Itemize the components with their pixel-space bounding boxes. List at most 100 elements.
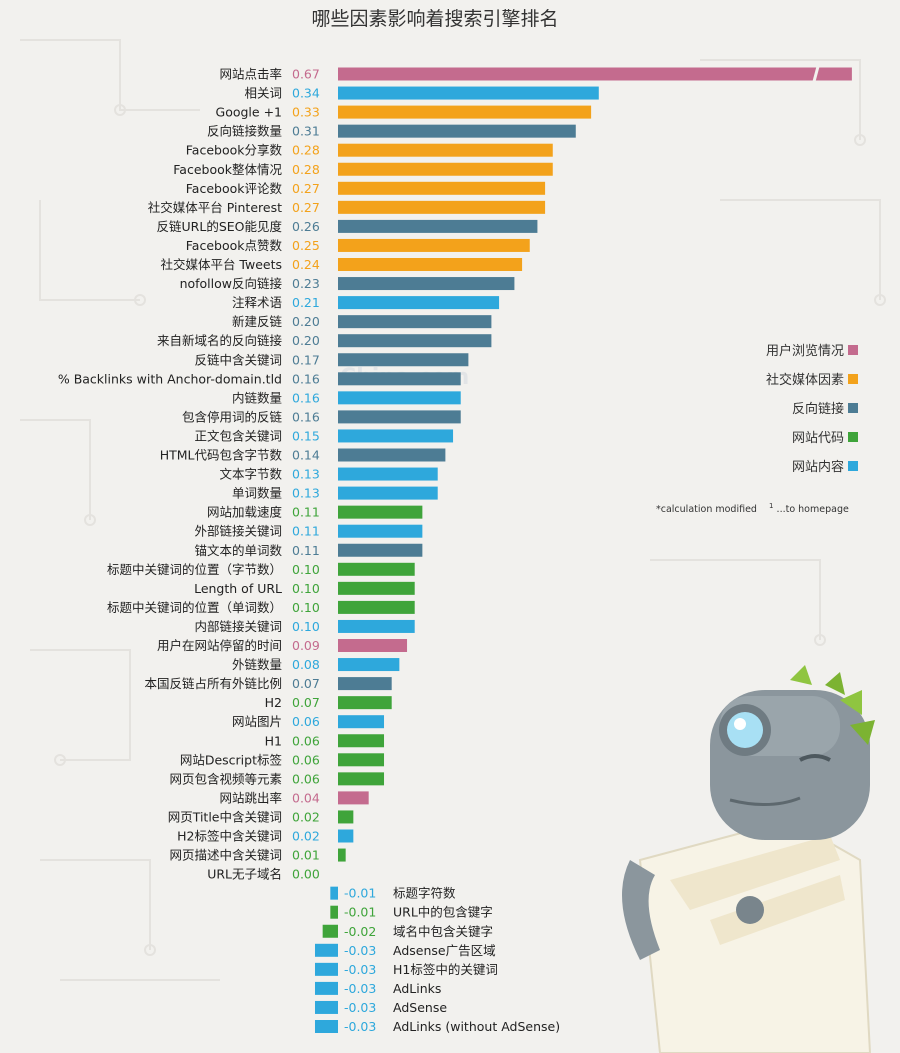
bar-8	[338, 219, 538, 233]
value-label-11: 0.23	[292, 276, 320, 291]
value-label-35: 0.06	[292, 733, 320, 748]
value-label-19: 0.15	[292, 428, 320, 443]
value-label-39: 0.02	[292, 809, 320, 824]
bar-22	[338, 486, 438, 500]
value-label-42: 0.00	[292, 867, 320, 882]
value-label-10: 0.24	[292, 257, 320, 272]
value-label-5: 0.28	[292, 162, 320, 177]
bar-24	[338, 524, 423, 538]
bar-label-42: URL无子域名	[207, 867, 282, 882]
bar-label-43: 标题字符数	[393, 886, 456, 901]
value-label-16: 0.16	[292, 371, 320, 386]
legend-swatch	[848, 461, 858, 471]
bar-29	[338, 619, 415, 633]
legend-swatch	[848, 432, 858, 442]
bar-label-10: 社交媒体平台 Tweets	[160, 257, 282, 272]
bar-label-18: 包含停用词的反链	[182, 409, 283, 424]
value-label-20: 0.14	[292, 448, 320, 463]
value-label-28: 0.10	[292, 600, 320, 615]
value-label-1: 0.34	[292, 86, 320, 101]
bar-48	[314, 981, 338, 995]
value-label-34: 0.06	[292, 714, 320, 729]
bar-37	[338, 772, 385, 786]
value-label-24: 0.11	[292, 524, 320, 539]
bar-46	[314, 943, 338, 957]
bar-38	[338, 791, 369, 805]
legend-swatch	[848, 403, 858, 413]
bar-39	[338, 810, 354, 824]
bar-17	[338, 391, 461, 405]
bar-33	[338, 696, 392, 710]
bar-18	[338, 410, 461, 424]
bar-label-22: 单词数量	[232, 486, 282, 501]
bar-5	[338, 162, 553, 176]
bar-2	[338, 105, 592, 119]
bar-label-36: 网站Descript标签	[180, 752, 283, 767]
value-label-18: 0.16	[292, 409, 320, 424]
bar-6	[338, 181, 546, 195]
value-label-36: 0.06	[292, 752, 320, 767]
bar-1	[338, 86, 599, 100]
bar-label-49: AdSense	[393, 1000, 447, 1015]
bar-label-29: 内部链接关键词	[194, 619, 282, 634]
legend-label: 网站内容	[791, 460, 844, 475]
bar-label-33: H2	[265, 695, 282, 710]
bar-50	[314, 1020, 338, 1033]
legend-item-4: 网站内容	[700, 456, 880, 476]
bar-label-14: 来自新域名的反向链接	[157, 333, 283, 348]
bar-44	[330, 905, 338, 919]
bar-label-4: Facebook分享数	[186, 143, 283, 158]
bar-label-38: 网站跳出率	[219, 790, 282, 805]
bar-47	[314, 962, 338, 976]
footnote-home: ...to homepage	[776, 504, 849, 516]
bar-32	[338, 677, 392, 691]
bar-label-45: 域名中包含关键字	[393, 924, 493, 939]
value-label-48: -0.03	[344, 981, 376, 996]
value-label-21: 0.13	[292, 467, 320, 482]
bar-10	[338, 258, 523, 271]
bar-27	[338, 581, 415, 595]
value-label-12: 0.21	[292, 295, 320, 310]
bar-label-50: AdLinks (without AdSense)	[393, 1019, 560, 1034]
bar-label-28: 标题中关键词的位置（单词数）	[107, 600, 282, 615]
bar-label-26: 标题中关键词的位置（字节数）	[107, 562, 282, 577]
value-label-33: 0.07	[292, 695, 320, 710]
value-label-14: 0.20	[292, 333, 320, 348]
bar-label-13: 新建反链	[232, 314, 283, 329]
bar-label-2: Google +1	[216, 105, 282, 120]
footnote-calc: *calculation modified	[656, 504, 757, 516]
bar-label-39: 网页Title中含关键词	[168, 809, 282, 824]
chart-title: 哪些因素影响着搜索引擎排名	[311, 8, 559, 30]
bar-40	[338, 829, 354, 843]
bar-3	[338, 124, 576, 138]
value-label-44: -0.01	[344, 905, 376, 920]
bar-label-0: 网站点击率	[219, 67, 282, 82]
bar-label-46: Adsense广告区域	[393, 943, 496, 958]
bar-label-1: 相关词	[244, 86, 282, 101]
bar-label-34: 网站图片	[232, 714, 282, 729]
value-label-13: 0.20	[292, 314, 320, 329]
bar-19	[338, 429, 454, 443]
bar-label-31: 外链数量	[232, 657, 282, 672]
legend-item-1: 社交媒体因素	[700, 369, 880, 389]
value-label-29: 0.10	[292, 619, 320, 634]
bar-45	[322, 924, 338, 938]
bar-label-7: 社交媒体平台 Pinterest	[148, 200, 282, 215]
bar-label-20: HTML代码包含字节数	[160, 448, 283, 463]
bar-label-30: 用户在网站停留的时间	[157, 638, 282, 653]
bar-4	[338, 143, 553, 157]
legend-label: 社交媒体因素	[765, 373, 844, 388]
value-label-40: 0.02	[292, 829, 320, 844]
bar-21	[338, 467, 438, 481]
bar-label-23: 网站加载速度	[207, 505, 283, 520]
value-label-4: 0.28	[292, 143, 320, 158]
bar-7	[338, 200, 546, 214]
bar-label-24: 外部链接关键词	[194, 524, 282, 539]
bar-label-44: URL中的包含键字	[393, 905, 493, 920]
bar-25	[338, 543, 423, 557]
value-label-27: 0.10	[292, 581, 320, 596]
value-label-41: 0.01	[292, 848, 320, 863]
bar-label-48: AdLinks	[393, 981, 441, 996]
bar-label-16: % Backlinks with Anchor-domain.tld	[58, 371, 282, 386]
